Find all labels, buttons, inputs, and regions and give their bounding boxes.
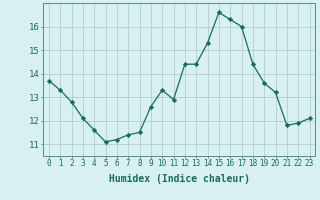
X-axis label: Humidex (Indice chaleur): Humidex (Indice chaleur) xyxy=(109,174,250,184)
